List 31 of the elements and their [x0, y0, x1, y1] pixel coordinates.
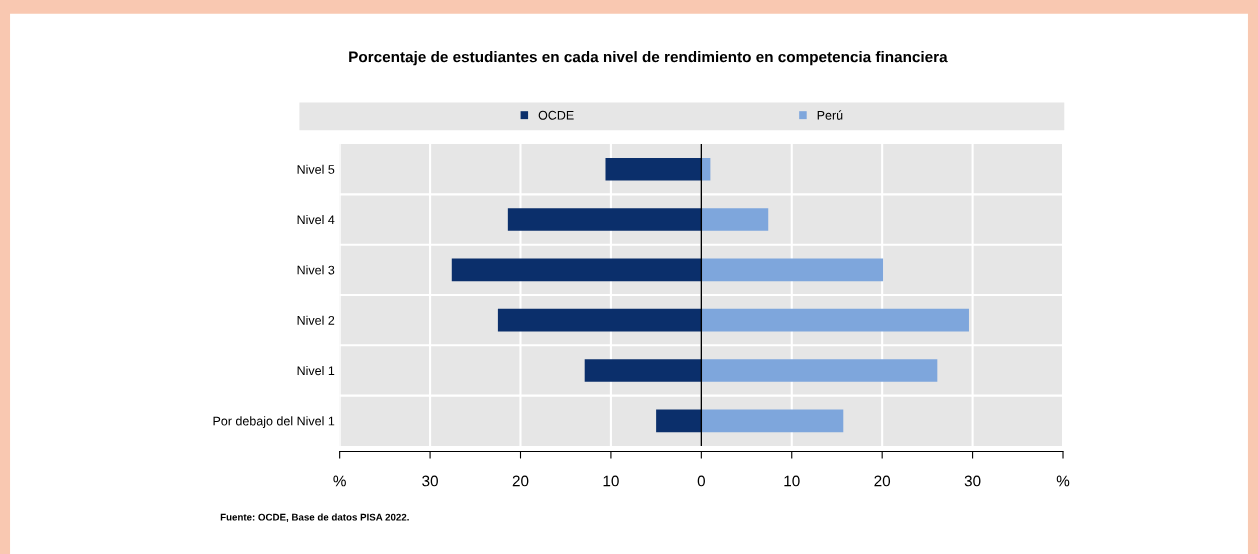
bar [701, 359, 938, 382]
y-tick-label: Nivel 5 [297, 164, 335, 174]
y-tick-label: Nivel 3 [297, 265, 335, 275]
y-tick-label: Nivel 4 [297, 214, 335, 225]
bar [507, 208, 702, 231]
bar [584, 359, 702, 382]
x-tick-label: 0 [697, 475, 705, 487]
x-tick-label: 30 [422, 475, 438, 487]
legend-label: OCDE [538, 110, 574, 120]
bar [656, 409, 702, 433]
bar [605, 157, 702, 181]
x-tick-label: 10 [784, 475, 800, 487]
x-tick-label: 20 [874, 475, 891, 487]
x-tick-label: % [1056, 475, 1070, 487]
bar [701, 157, 711, 181]
legend-label: Perú [817, 110, 843, 120]
y-tick-label: Por debajo del Nivel 1 [213, 416, 335, 428]
x-tick-label: 10 [603, 475, 619, 487]
bar [701, 409, 844, 433]
chart-title: Porcentaje de estudiantes en cada nivel de rendimiento en competencia financiera [349, 51, 948, 66]
bar [701, 258, 884, 282]
y-tick-label: Nivel 1 [297, 365, 335, 376]
y-tick-label: Nivel 2 [297, 315, 335, 325]
x-tick-label: % [333, 475, 346, 487]
bar [497, 308, 702, 332]
bar [701, 308, 969, 332]
x-tick-label: 30 [964, 475, 981, 487]
bar [451, 258, 702, 282]
bar [701, 208, 769, 231]
source-note: Fuente: OCDE, Base de datos PISA 2022. [220, 513, 409, 523]
x-tick-label: 20 [512, 475, 529, 487]
